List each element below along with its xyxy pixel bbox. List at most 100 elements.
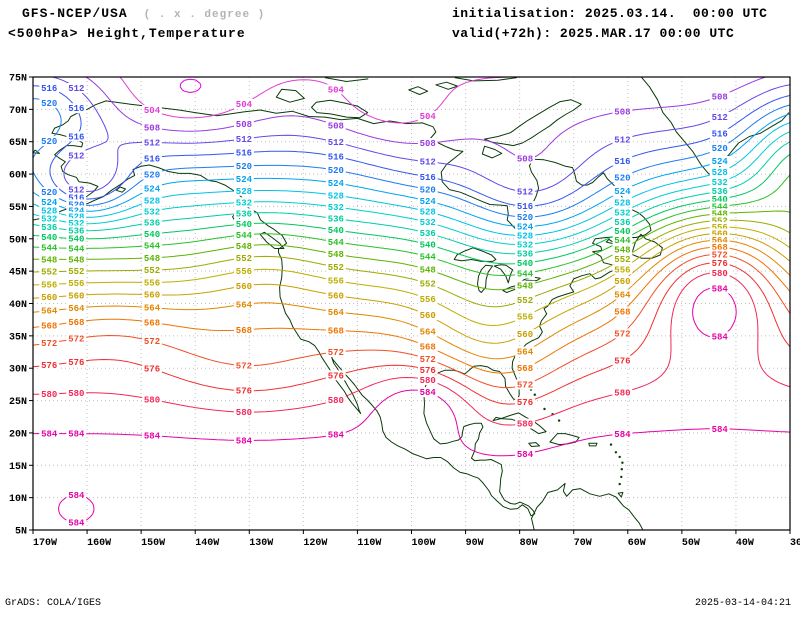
- contour-label-bg: [234, 208, 254, 219]
- contour-label: 520: [517, 213, 533, 223]
- contour-label-bg: [612, 387, 633, 398]
- contour-label-bg: [515, 418, 535, 429]
- contour-label: 548: [712, 210, 728, 220]
- contour-label-bg: [417, 341, 438, 352]
- lat-tick-label: 25N: [9, 397, 27, 408]
- contour-label: 564: [614, 291, 631, 301]
- contour-label: 544: [712, 203, 729, 213]
- resolution-note: ( . x . degree ): [143, 9, 266, 21]
- contour-label-bg: [66, 233, 87, 244]
- contour-label-bg: [66, 278, 87, 289]
- contour-label-bg: [709, 128, 730, 139]
- contour-label: 580: [517, 420, 533, 430]
- coastline: [259, 231, 285, 249]
- contour-label: 584: [517, 450, 534, 460]
- contour-label-bg: [417, 354, 438, 364]
- contour-label-bg: [142, 289, 162, 300]
- contour-label-bg: [325, 120, 346, 131]
- contour-label-bg: [39, 196, 60, 207]
- contour-label: 584: [420, 388, 437, 398]
- contour-label: 584: [68, 491, 85, 501]
- contour-label-bg: [515, 186, 535, 197]
- contour-label-bg: [417, 138, 438, 149]
- contour-label-bg: [612, 106, 633, 117]
- contour-label-bg: [66, 83, 87, 93]
- contour-label: 552: [614, 255, 630, 265]
- contour-label-bg: [142, 206, 162, 217]
- lat-tick-label: 30N: [9, 365, 27, 376]
- coastline: [493, 264, 514, 284]
- contour-label-bg: [417, 111, 438, 121]
- lon-tick-label: 30W: [790, 538, 800, 549]
- contour-label: 544: [420, 253, 437, 263]
- contour-label: 572: [68, 335, 84, 345]
- contour-label: 560: [41, 293, 57, 303]
- contour-label: 564: [420, 328, 437, 338]
- contour-label: 520: [41, 188, 57, 198]
- lon-tick-label: 120W: [303, 538, 327, 549]
- contour-label-bg: [325, 290, 346, 301]
- lat-tick-label: 70N: [9, 106, 27, 117]
- contour-label: 568: [236, 326, 252, 336]
- contour-label-bg: [325, 151, 346, 162]
- contour-label: 576: [420, 366, 436, 376]
- contour-label-bg: [234, 161, 254, 171]
- contour-label: 528: [517, 232, 533, 242]
- contour-label-bg: [142, 277, 162, 288]
- contour-label: 520: [41, 137, 57, 147]
- contour-label-bg: [234, 133, 254, 144]
- contour-label: 508: [144, 123, 160, 133]
- contour-label: 524: [328, 179, 345, 189]
- lon-tick-label: 110W: [357, 538, 381, 549]
- contour-label-bg: [66, 254, 87, 265]
- contour-label-bg: [417, 251, 438, 262]
- contour-label: 568: [614, 308, 630, 318]
- contour-label-bg: [515, 212, 535, 222]
- coastline: [275, 88, 305, 103]
- contour-label-bg: [142, 240, 162, 251]
- island-dot: [614, 451, 618, 454]
- lon-tick-label: 140W: [195, 538, 219, 549]
- lat-tick-label: 45N: [9, 268, 27, 279]
- coastline: [115, 186, 126, 193]
- contour-label: 504: [328, 85, 345, 95]
- contour-label: 548: [614, 245, 630, 255]
- contour-label: 532: [712, 178, 728, 188]
- contour-label-bg: [325, 213, 346, 224]
- contour-label-bg: [39, 83, 60, 94]
- contour-label: 540: [614, 227, 630, 237]
- contour-label: 576: [328, 371, 344, 381]
- contour-label: 516: [68, 194, 84, 204]
- contour-label: 524: [144, 184, 161, 194]
- island-dot: [543, 407, 546, 411]
- contour-label: 572: [41, 339, 57, 349]
- contour-label: 508: [236, 120, 252, 130]
- contour-label-bg: [142, 394, 162, 405]
- contour-label-bg: [142, 137, 162, 148]
- contour-label-bg: [66, 192, 87, 203]
- contour-label-bg: [39, 254, 60, 265]
- contour-label: 536: [144, 219, 160, 229]
- contour-label: 556: [41, 280, 57, 290]
- contour-label: 520: [328, 166, 344, 176]
- contour-label-bg: [66, 199, 87, 210]
- contour-label: 508: [712, 92, 728, 102]
- lon-tick-label: 160W: [87, 538, 111, 549]
- contour-label: 548: [68, 255, 84, 265]
- lat-tick-label: 35N: [9, 332, 27, 343]
- contour-label: 584: [236, 436, 253, 446]
- coastline: [531, 482, 644, 530]
- contour-label-bg: [417, 310, 438, 321]
- contour-label-bg: [709, 331, 730, 342]
- contour-label: 556: [328, 277, 344, 287]
- contour-label-bg: [612, 355, 633, 366]
- contour-label-bg: [515, 295, 535, 305]
- contour-label-bg: [709, 283, 730, 294]
- lat-tick-label: 55N: [9, 203, 27, 214]
- contour-label-bg: [234, 407, 254, 418]
- contour-label-bg: [515, 329, 535, 340]
- coastline: [520, 276, 541, 283]
- coastline: [549, 433, 580, 446]
- contour-label-bg: [142, 265, 162, 276]
- contour-label-bg: [39, 388, 60, 399]
